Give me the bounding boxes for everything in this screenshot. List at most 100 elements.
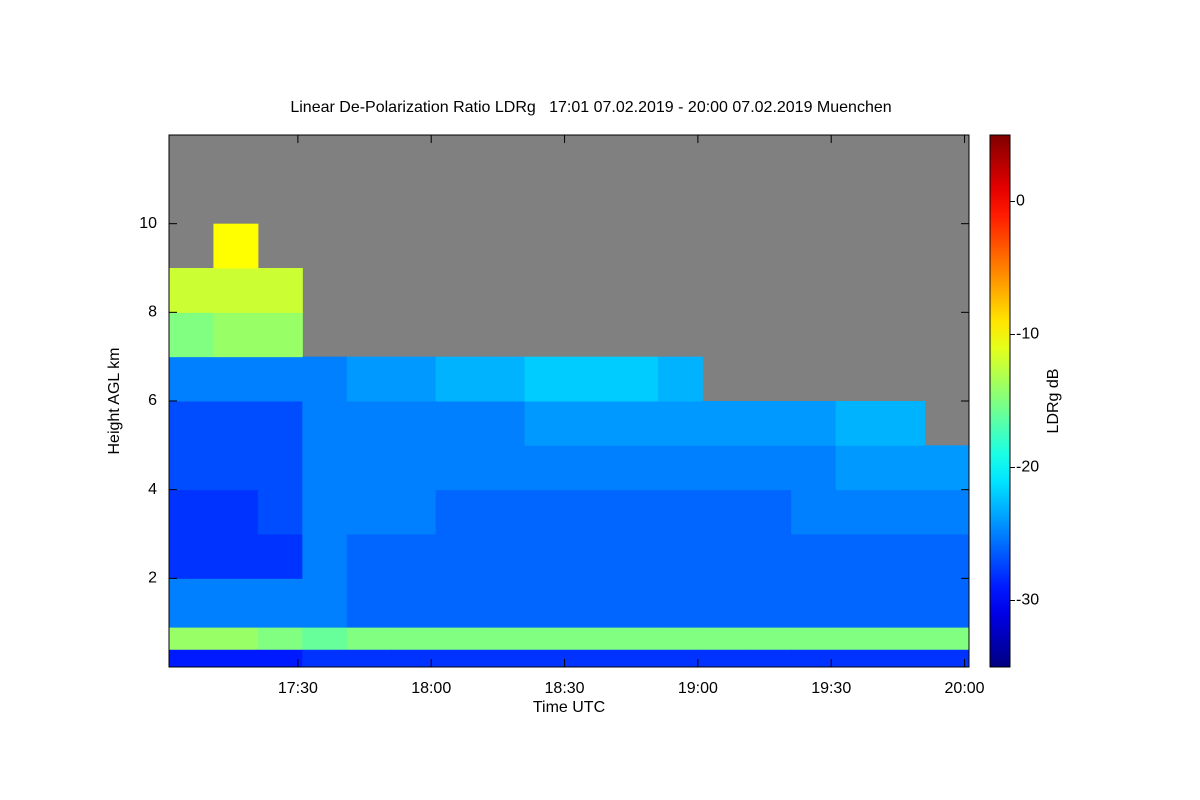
heatmap-cell — [613, 401, 659, 446]
colorbar-label: LDRg dB — [1045, 369, 1062, 434]
heatmap-cell — [613, 534, 659, 579]
heatmap-cell — [213, 489, 259, 535]
heatmap-cell — [524, 489, 570, 535]
heatmap-cell — [346, 627, 392, 650]
heatmap-cell — [746, 649, 792, 668]
heatmap-cell — [169, 649, 214, 668]
heatmap-cell — [880, 627, 926, 650]
heatmap-cell — [746, 534, 792, 579]
heatmap-cell — [924, 578, 970, 628]
heatmap-cell — [569, 445, 614, 491]
y-tick-label: 8 — [148, 304, 157, 321]
heatmap-cell — [569, 534, 614, 579]
heatmap-cell — [169, 578, 214, 628]
heatmap-cell — [880, 578, 926, 628]
heatmap-cell — [657, 356, 703, 402]
heatmap-cell — [480, 649, 526, 668]
heatmap-cell — [435, 534, 481, 579]
heatmap-cell — [746, 445, 792, 491]
heatmap-cell — [791, 534, 837, 579]
heatmap-cell — [835, 401, 881, 446]
heatmap-cell — [924, 489, 970, 535]
heatmap-cell — [480, 489, 526, 535]
x-tick-label: 18:00 — [411, 680, 451, 697]
heatmap-cell — [213, 356, 259, 402]
heatmap-cell — [791, 445, 837, 491]
heatmap-cell — [213, 268, 259, 313]
heatmap-cell — [257, 627, 303, 650]
heatmap-cell — [302, 534, 348, 579]
heatmap-cell — [480, 578, 526, 628]
heatmap-cell — [391, 356, 437, 402]
x-axis-label: Time UTC — [533, 699, 605, 716]
heatmap-cell — [791, 401, 837, 446]
heatmap-cell — [524, 534, 570, 579]
heatmap-cell — [569, 649, 614, 668]
heatmap-cell — [657, 649, 703, 668]
heatmap-cell — [480, 534, 526, 579]
heatmap-cell — [169, 445, 214, 491]
heatmap-cell — [835, 489, 881, 535]
heatmap-cell — [302, 401, 348, 446]
chart-title: Linear De-Polarization Ratio LDRg 17:01 … — [290, 99, 891, 116]
heatmap-cell — [346, 445, 392, 491]
colorbar-tick-label: 0 — [1016, 193, 1025, 210]
heatmap-cell — [880, 649, 926, 668]
heatmap-cell — [480, 627, 526, 650]
heatmap-cell — [613, 445, 659, 491]
x-tick-label: 18:30 — [545, 680, 585, 697]
heatmap-cell — [257, 268, 303, 313]
heatmap-cell — [302, 649, 348, 668]
heatmap-cell — [613, 489, 659, 535]
heatmap-cell — [435, 401, 481, 446]
heatmap-cell — [169, 356, 214, 402]
heatmap-cell — [791, 627, 837, 650]
heatmap-cell — [924, 445, 970, 491]
heatmap-cell — [391, 534, 437, 579]
heatmap-cell — [435, 356, 481, 402]
x-tick-label: 19:00 — [678, 680, 718, 697]
y-tick-label: 4 — [148, 481, 157, 498]
heatmap-cell — [169, 268, 214, 313]
heatmap-cell — [657, 578, 703, 628]
heatmap-cell — [391, 445, 437, 491]
heatmap-cell — [702, 445, 748, 491]
heatmap-cell — [346, 649, 392, 668]
heatmap-cell — [435, 489, 481, 535]
heatmap-cell — [391, 401, 437, 446]
x-tick-label: 19:30 — [811, 680, 851, 697]
heatmap-cell — [835, 578, 881, 628]
heatmap-cell — [613, 627, 659, 650]
heatmap-cell — [257, 578, 303, 628]
heatmap-cell — [302, 578, 348, 628]
heatmap-cell — [613, 578, 659, 628]
heatmap-cell — [657, 401, 703, 446]
y-tick-label: 10 — [139, 215, 157, 232]
heatmap-cell — [880, 401, 926, 446]
heatmap-cell — [213, 627, 259, 650]
heatmap-cell — [302, 489, 348, 535]
heatmap-cell — [213, 223, 259, 269]
heatmap-cell — [524, 627, 570, 650]
heatmap-cell — [524, 649, 570, 668]
heatmap-cell — [880, 445, 926, 491]
heatmap-cell — [213, 534, 259, 579]
heatmap-cell — [924, 649, 970, 668]
heatmap-cell — [569, 578, 614, 628]
heatmap-cell — [213, 578, 259, 628]
heatmap-cell — [480, 356, 526, 402]
heatmap-cell — [702, 534, 748, 579]
heatmap-cell — [657, 489, 703, 535]
heatmap-cell — [791, 578, 837, 628]
colorbar-tick-label: -10 — [1016, 326, 1039, 343]
heatmap-cell — [702, 578, 748, 628]
heatmap-cell — [302, 445, 348, 491]
heatmap-cell — [746, 401, 792, 446]
heatmap-cell — [702, 627, 748, 650]
heatmap-cell — [835, 649, 881, 668]
heatmap-cell — [213, 312, 259, 358]
heatmap-cell — [257, 534, 303, 579]
heatmap-cell — [746, 627, 792, 650]
heatmap-cell — [346, 401, 392, 446]
